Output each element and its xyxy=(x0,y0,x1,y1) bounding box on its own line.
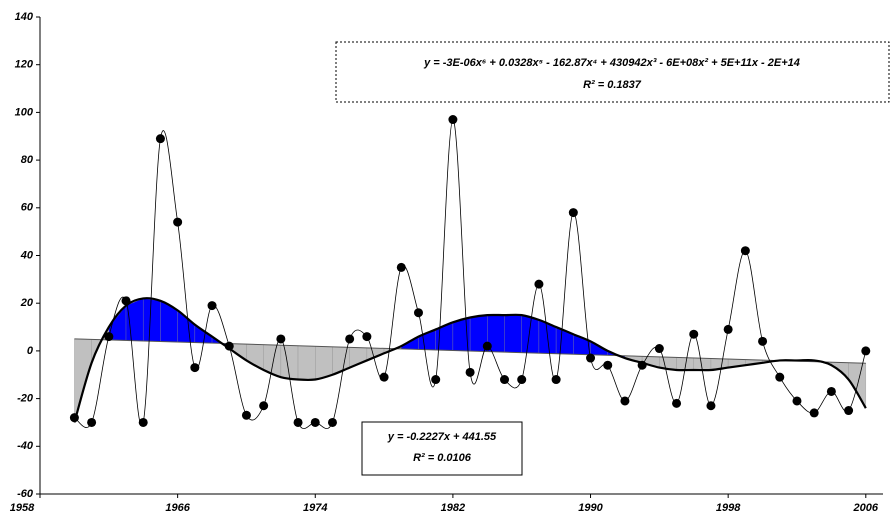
linear-r2: R² = 0.0106 xyxy=(413,452,472,464)
data-point xyxy=(69,413,79,423)
data-point xyxy=(173,217,183,227)
data-point xyxy=(207,301,217,311)
data-point xyxy=(844,406,854,416)
data-point xyxy=(327,417,337,427)
data-point xyxy=(276,334,286,344)
data-point xyxy=(431,375,441,385)
data-point xyxy=(792,396,802,406)
data-point xyxy=(362,332,372,342)
data-point xyxy=(809,408,819,418)
data-point xyxy=(482,341,492,351)
equation-box xyxy=(335,41,890,103)
data-point xyxy=(293,417,303,427)
y-tick-label: 60 xyxy=(21,202,34,214)
data-point xyxy=(448,115,458,125)
data-point xyxy=(637,360,647,370)
fit-gap-area xyxy=(521,314,540,354)
data-point xyxy=(517,375,527,385)
data-point xyxy=(259,401,269,411)
x-tick-label: 1974 xyxy=(303,502,327,514)
fit-gap-area xyxy=(160,300,178,343)
data-point xyxy=(138,417,148,427)
y-tick-label: -20 xyxy=(17,393,34,405)
data-point xyxy=(379,372,389,382)
x-tick-label: 1990 xyxy=(578,502,603,514)
data-point xyxy=(723,324,733,334)
data-point xyxy=(758,336,768,346)
y-tick-label: -40 xyxy=(17,440,34,452)
x-tick-label: 1966 xyxy=(165,502,190,514)
data-line xyxy=(74,119,867,429)
data-point xyxy=(586,353,596,363)
data-point xyxy=(500,375,510,385)
data-point xyxy=(465,367,475,377)
y-tick-label: 80 xyxy=(21,154,34,166)
x-tick-label: 2006 xyxy=(853,502,879,514)
fit-gap-area xyxy=(177,310,195,343)
data-point xyxy=(310,417,320,427)
poly-r2: R² = 0.1837 xyxy=(583,79,642,91)
data-point xyxy=(861,346,871,356)
data-point xyxy=(241,410,251,420)
y-tick-label: 40 xyxy=(20,249,34,261)
data-point xyxy=(672,398,682,408)
data-point xyxy=(190,363,200,373)
data-point xyxy=(620,396,630,406)
fit-gap-area xyxy=(297,345,316,380)
y-tick-label: 0 xyxy=(27,345,34,357)
linear-fit xyxy=(74,338,866,364)
data-point xyxy=(155,134,165,144)
fit-gap-area xyxy=(143,298,161,342)
data-point xyxy=(826,386,836,396)
data-point xyxy=(775,372,785,382)
y-tick-label: -60 xyxy=(17,488,34,500)
linear-equation: y = -0.2227x + 441.55 xyxy=(387,431,497,443)
fit-gap-area xyxy=(504,314,522,353)
data-point xyxy=(603,360,613,370)
y-tick-label: 120 xyxy=(15,59,34,71)
data-point xyxy=(121,296,131,306)
data-point xyxy=(534,279,544,289)
data-point xyxy=(224,341,234,351)
poly-equation: y = -3E-06x⁶ + 0.0328x⁵ - 162.87x⁴ + 430… xyxy=(423,57,800,69)
poly-fit xyxy=(73,297,867,423)
x-tick-label: 1982 xyxy=(441,502,465,514)
equation-box xyxy=(361,421,523,476)
data-point xyxy=(740,246,750,256)
y-tick-label: 100 xyxy=(15,106,34,118)
y-tick-label: 140 xyxy=(15,11,34,23)
y-tick-label: 20 xyxy=(20,297,34,309)
data-point xyxy=(413,308,423,318)
data-point xyxy=(104,332,114,342)
data-point xyxy=(87,417,97,427)
x-tick-label: 1958 xyxy=(10,502,35,514)
data-point xyxy=(568,208,578,218)
data-point xyxy=(396,262,406,272)
x-tick-label: 1998 xyxy=(716,502,741,514)
data-point xyxy=(654,344,664,354)
data-point xyxy=(345,334,355,344)
data-point xyxy=(551,375,561,385)
data-point xyxy=(706,401,716,411)
data-point xyxy=(689,329,699,339)
